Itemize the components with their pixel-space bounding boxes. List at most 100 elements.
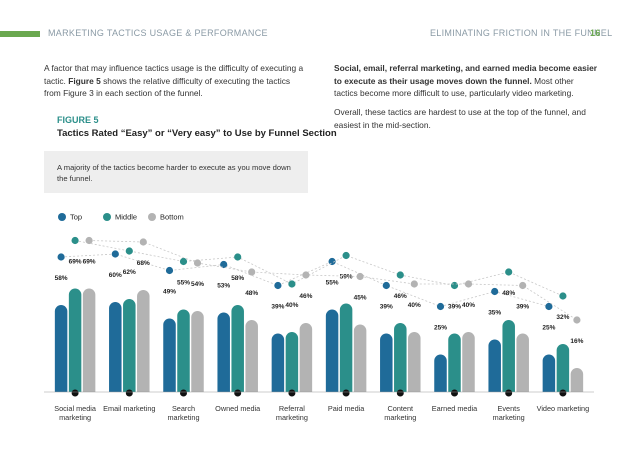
data-label: 39% (380, 304, 393, 311)
axis-dot (71, 389, 79, 397)
data-label: 54% (191, 281, 204, 288)
dot (85, 236, 93, 245)
bar (434, 354, 447, 392)
header-bar (0, 31, 40, 37)
dot (545, 302, 553, 311)
data-label: 25% (434, 325, 447, 332)
category-label: Social media marketing (54, 404, 96, 422)
callout: A majority of the tactics become harder … (57, 163, 291, 183)
legend-label: Top (70, 213, 82, 222)
dot (396, 271, 404, 279)
dot (382, 281, 390, 290)
bar (380, 333, 393, 392)
bar (191, 311, 204, 392)
bar (488, 339, 501, 392)
paragraph: Social, email, referral marketing, and e… (334, 62, 598, 100)
legend-label: Bottom (160, 213, 184, 222)
dot (220, 260, 228, 269)
text: Most other tactics become more difficult… (334, 75, 574, 99)
dot (288, 280, 296, 288)
bar (339, 303, 353, 392)
data-label: 59% (340, 274, 353, 281)
dot (179, 257, 188, 266)
bar (542, 354, 556, 392)
category-label: Owned media (215, 404, 261, 413)
bar (68, 288, 82, 392)
data-label: 46% (299, 293, 312, 300)
dot (234, 253, 242, 261)
text: A factor that may influence tactics usag… (44, 63, 304, 86)
category-label: Events marketing (492, 404, 525, 422)
data-label: 62% (123, 269, 136, 276)
bar (516, 333, 529, 392)
dot (139, 238, 147, 246)
dot (328, 257, 336, 266)
axis-dot (342, 389, 350, 397)
data-label: 39% (516, 304, 529, 311)
bar (245, 320, 258, 392)
figure-label: FIGURE 5 (57, 115, 99, 125)
bar (177, 309, 190, 392)
axis-dot (505, 389, 513, 397)
legend-swatch (58, 213, 66, 221)
bar (217, 312, 230, 392)
bar (448, 333, 461, 392)
axis-dot (451, 389, 458, 397)
dot (505, 268, 513, 276)
category-label: Earned media (431, 404, 478, 413)
bar (109, 302, 122, 392)
dot (342, 251, 350, 260)
data-label: 32% (556, 314, 569, 321)
chart-title: Tactics Rated “Easy” or “Very easy” to U… (57, 128, 337, 139)
data-label: 49% (163, 289, 176, 296)
legend-swatch (103, 213, 111, 221)
dot (491, 287, 499, 296)
data-label: 40% (462, 302, 475, 309)
dot (193, 259, 202, 267)
bar (137, 290, 150, 392)
connector-line (75, 240, 564, 297)
category-label: Email marketing (103, 404, 156, 413)
data-label: 69% (69, 259, 82, 266)
axis-dot (396, 389, 404, 397)
axis-dot (180, 389, 187, 397)
bar (462, 332, 475, 392)
legend-label: Middle (115, 213, 137, 222)
paragraph: Overall, these tactics are hardest to us… (334, 107, 586, 130)
bar (570, 367, 584, 392)
bar (408, 332, 421, 392)
dot (111, 250, 119, 258)
bar (556, 343, 570, 392)
dot (410, 280, 418, 288)
text: Figure 5 (68, 75, 101, 86)
intro: A factor that may influence tactics usag… (44, 62, 308, 100)
bar (299, 323, 313, 392)
category-label: Search marketing (167, 404, 200, 422)
bar (123, 299, 136, 392)
data-label: 39% (271, 304, 284, 311)
header-right: ELIMINATING FRICTION IN THE FUNNEL (430, 28, 613, 38)
dot (57, 253, 65, 261)
data-label: 69% (83, 259, 96, 266)
dot (248, 268, 256, 276)
axis-dot (559, 389, 567, 397)
data-label: 16% (570, 338, 583, 345)
data-label: 39% (448, 304, 461, 311)
bar (353, 324, 367, 392)
dot (274, 281, 282, 290)
dot (356, 272, 364, 281)
data-label: 60% (109, 272, 122, 279)
bar (271, 333, 285, 392)
dot (71, 236, 79, 245)
header-left: MARKETING TACTICS USAGE & PERFORMANCE (48, 28, 268, 38)
data-label: 55% (326, 280, 339, 287)
category-label: Video marketing (536, 404, 590, 413)
category-label: Paid media (327, 404, 365, 413)
category-label: Content marketing (384, 404, 417, 422)
data-label: 35% (488, 310, 501, 317)
data-label: 58% (231, 275, 244, 282)
dot (302, 271, 310, 279)
axis-dot (125, 389, 133, 397)
